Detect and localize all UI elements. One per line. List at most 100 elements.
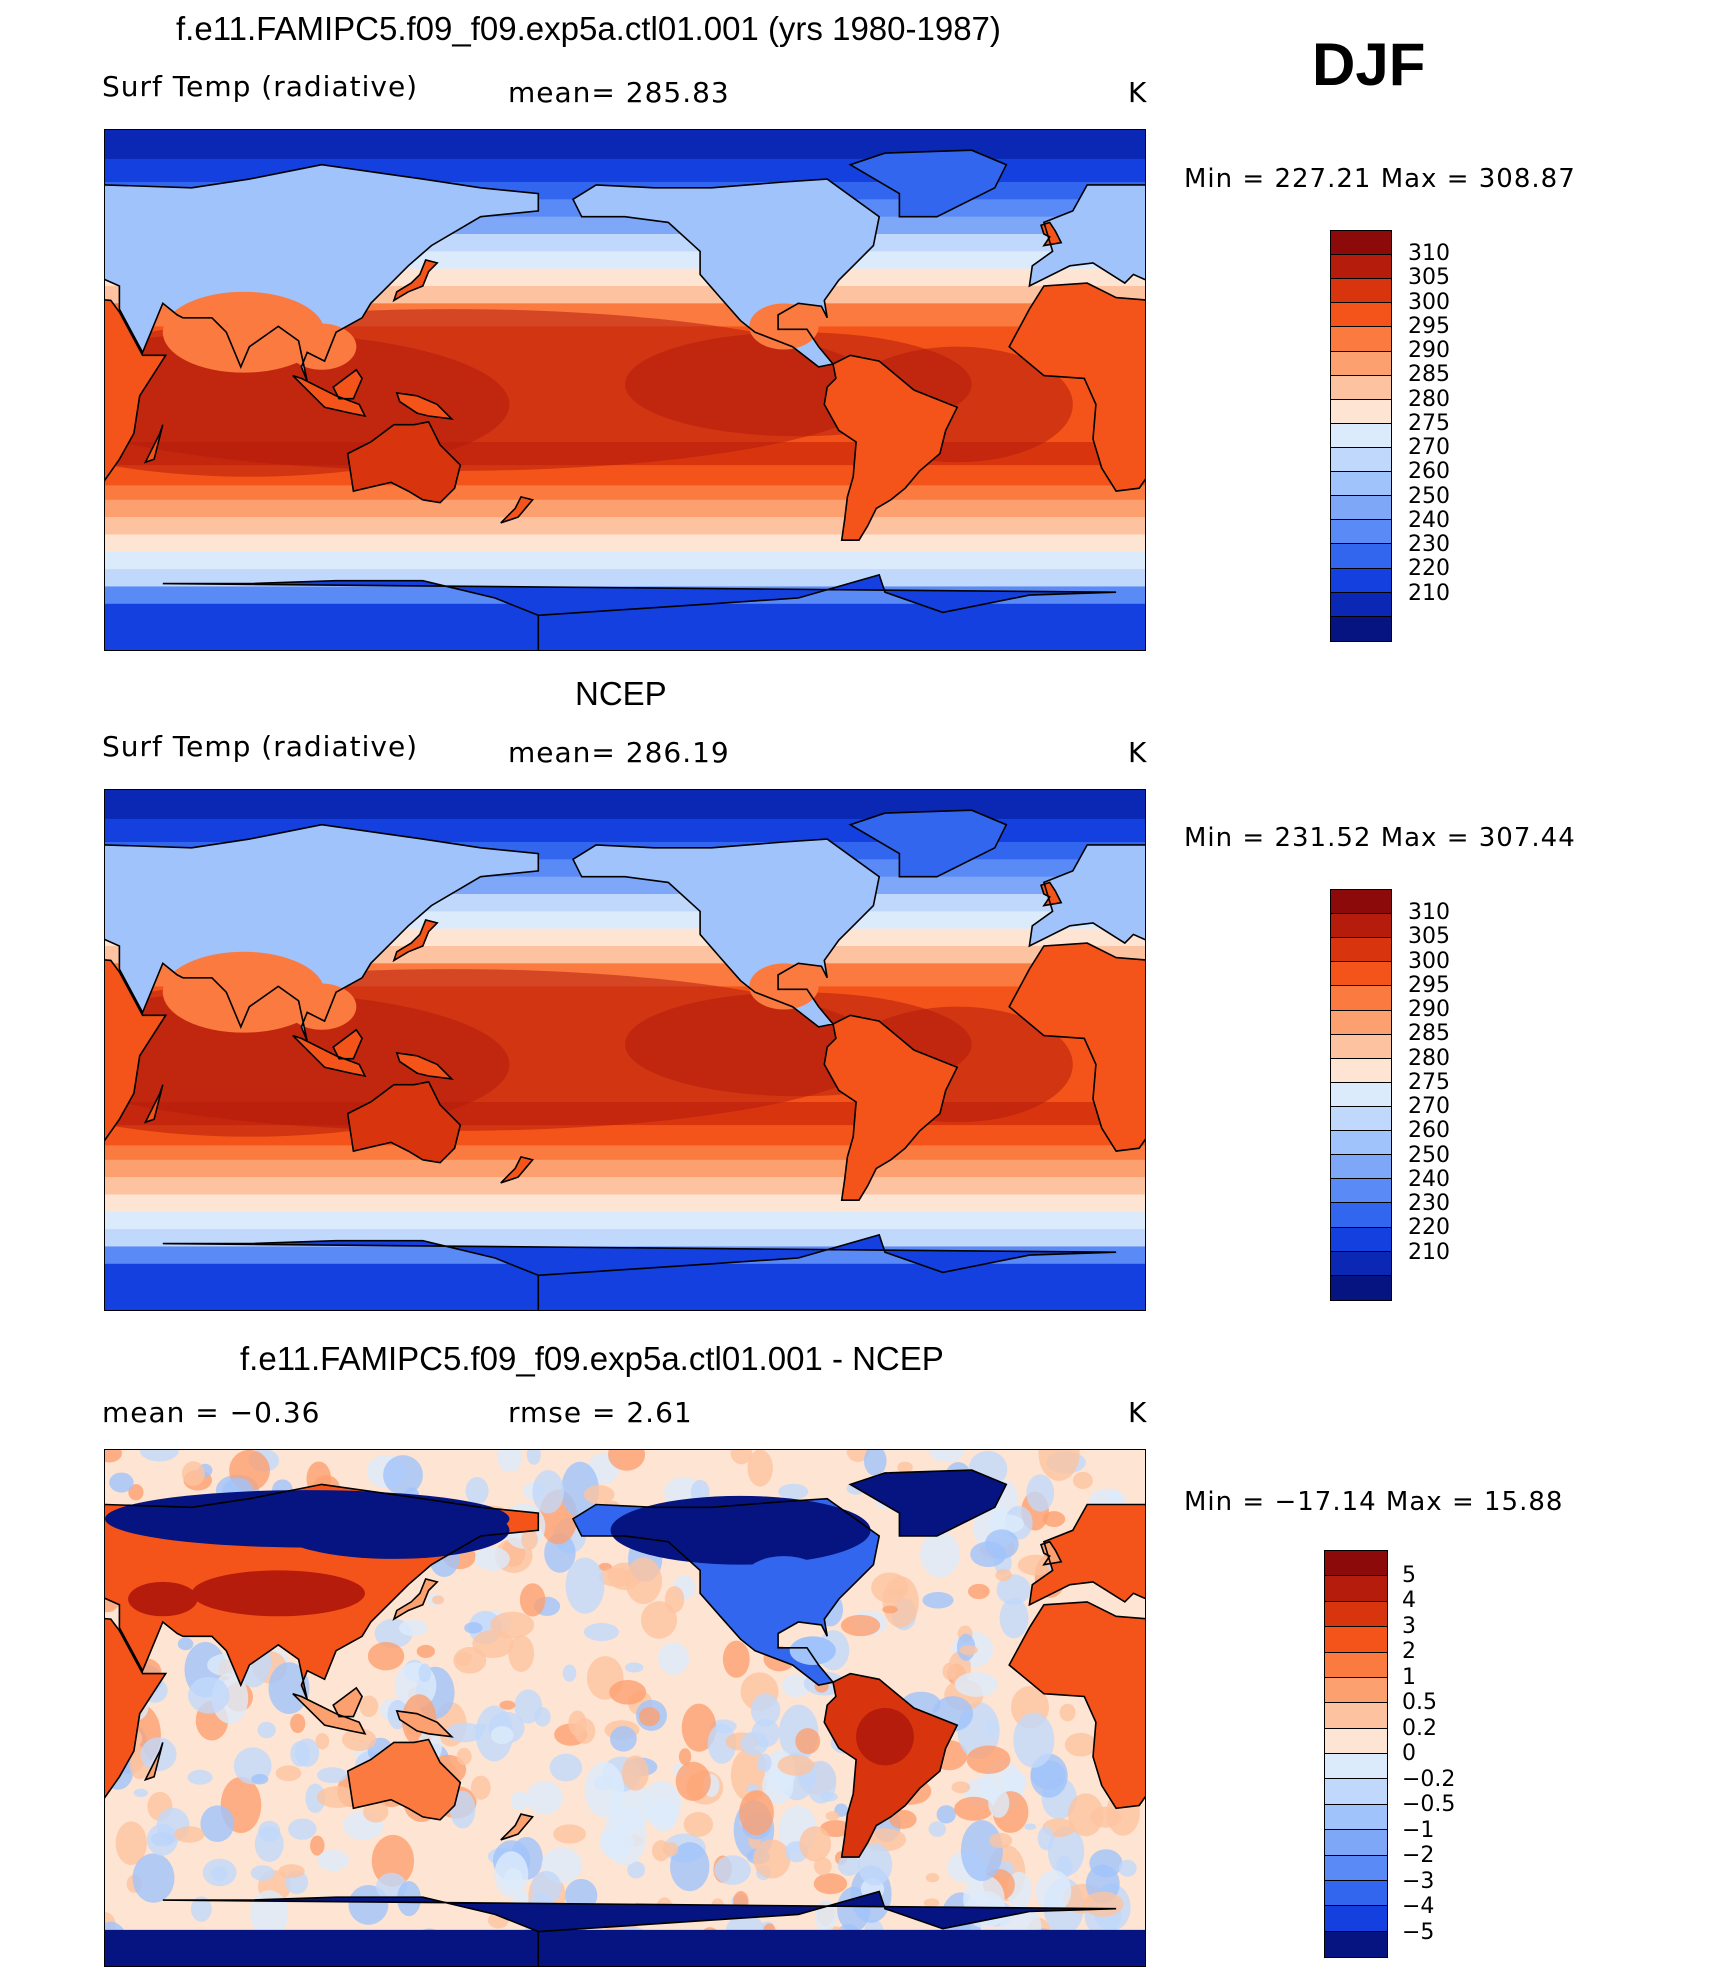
colorbar-swatch xyxy=(1331,986,1391,1011)
diff-anomaly xyxy=(683,1812,714,1837)
coastline-africa xyxy=(105,299,168,482)
diff-anomaly xyxy=(288,1818,317,1840)
colorbar-swatch xyxy=(1331,496,1391,521)
coastline-africa xyxy=(105,1617,168,1799)
diff-anomaly xyxy=(882,1576,919,1628)
diff-anomaly xyxy=(1118,1859,1137,1877)
coastline-borneo xyxy=(333,369,363,399)
diff-anomaly xyxy=(445,1722,484,1743)
diff-anomaly xyxy=(187,1769,213,1785)
colorbar-tick-label: 310 xyxy=(1408,241,1450,267)
diff-anomaly xyxy=(359,1695,379,1718)
diff-anomaly xyxy=(474,1547,510,1571)
diff-anomaly xyxy=(960,1820,1003,1882)
colorbar-swatch xyxy=(1331,1275,1391,1300)
colorbar-swatch xyxy=(1331,399,1391,424)
diff-anomaly xyxy=(662,1842,679,1857)
colorbar-swatch xyxy=(1331,592,1391,617)
panel2-variable-label: Surf Temp (radiative) xyxy=(102,730,419,763)
colorbar-swatch xyxy=(1331,279,1391,304)
colorbar-swatch xyxy=(1325,1576,1387,1602)
diff-anomaly xyxy=(464,1622,483,1634)
colorbar-tick-label: 310 xyxy=(1408,900,1450,926)
coastline-namerica xyxy=(571,178,881,368)
diff-anomaly xyxy=(799,1826,832,1862)
diff-anomaly xyxy=(819,1791,838,1802)
colorbar-swatch xyxy=(1331,1131,1391,1156)
colorbar-swatch xyxy=(1325,1601,1387,1628)
diff-anomaly xyxy=(1024,1823,1037,1831)
colorbar-swatch xyxy=(1331,327,1391,352)
coastline-namerica xyxy=(573,839,880,1027)
colorbar-tick-label: 240 xyxy=(1408,1166,1450,1192)
temperature-band xyxy=(105,1211,1145,1231)
diff-anomaly xyxy=(622,1755,649,1791)
diff-anomaly xyxy=(128,1484,144,1501)
coastline-madagascar xyxy=(143,1742,164,1782)
coastline-japan xyxy=(393,260,438,301)
colorbar-swatch xyxy=(1325,1931,1387,1957)
coastline-africa xyxy=(1009,1601,1145,1809)
diff-anomaly xyxy=(416,1644,435,1658)
diff-anomaly xyxy=(664,1586,685,1613)
temperature-band xyxy=(105,1194,1145,1213)
diff-anomaly xyxy=(490,1611,535,1639)
coastline-borneo xyxy=(333,1029,363,1059)
diff-cold-region xyxy=(610,1495,871,1565)
diff-anomaly xyxy=(864,1450,887,1476)
diff-anomaly xyxy=(959,1645,978,1656)
coastline-greenland xyxy=(850,150,1007,217)
coastline-greenland xyxy=(850,810,1007,877)
diff-anomaly xyxy=(290,1713,306,1734)
diff-anomaly xyxy=(584,1761,625,1818)
colorbar-tick-label: −4 xyxy=(1402,1894,1435,1919)
coastline-indonesia xyxy=(292,375,365,416)
diff-anomaly xyxy=(490,1726,514,1745)
diff-anomaly xyxy=(316,1767,348,1783)
coastline-samerica xyxy=(823,354,959,542)
diff-antarctic-band xyxy=(105,1929,1145,1966)
coastline-madagascar xyxy=(145,1742,163,1780)
diff-anomaly xyxy=(583,1623,619,1642)
colorbar-tick-label: 220 xyxy=(1408,556,1450,582)
colorbar-swatch xyxy=(1331,1251,1391,1276)
colorbar-tick-label: 0.5 xyxy=(1402,1690,1437,1715)
colorbar-tick-label: 270 xyxy=(1408,435,1450,461)
diff-anomaly xyxy=(753,1839,791,1879)
diff-anomaly xyxy=(678,1748,692,1766)
diff-anomaly xyxy=(984,1529,1019,1559)
land-warm-region xyxy=(749,303,819,350)
colorbar-swatch xyxy=(1331,303,1391,328)
panel1-units: K xyxy=(1128,76,1148,109)
temperature-band xyxy=(105,1145,1145,1161)
coastline-nz xyxy=(500,1155,535,1184)
diff-anomaly xyxy=(778,1483,809,1500)
diff-cold-region xyxy=(789,1636,836,1665)
colorbar-swatch xyxy=(1331,1034,1391,1059)
diff-anomaly xyxy=(200,1805,235,1842)
diff-anomaly xyxy=(747,1450,773,1487)
colorbar-tick-label: 5 xyxy=(1402,1562,1416,1588)
coastline-africa xyxy=(1008,282,1145,492)
colorbar-swatch xyxy=(1325,1551,1387,1577)
diff-anomaly xyxy=(1107,1488,1121,1504)
colorbar-swatch xyxy=(1331,351,1391,376)
diff-anomaly xyxy=(750,1693,781,1727)
diff-anomaly xyxy=(625,1662,644,1673)
colorbar-swatch xyxy=(1331,568,1391,593)
diff-anomaly xyxy=(813,1873,848,1895)
colorbar-swatch xyxy=(1331,1227,1391,1252)
coastline-indonesia xyxy=(292,374,367,418)
diff-anomaly xyxy=(740,1731,769,1756)
diff-anomaly xyxy=(837,1854,860,1876)
diff-anomaly xyxy=(383,1455,423,1496)
diff-warm-region xyxy=(128,1581,198,1617)
colorbar-tick-label: 275 xyxy=(1408,410,1450,436)
diff-anomaly xyxy=(1013,1712,1055,1768)
diff-anomaly xyxy=(1064,1732,1097,1757)
coastline-antarctica xyxy=(162,573,1117,650)
temperature-band xyxy=(105,790,1145,820)
coastline-africa xyxy=(105,1618,166,1798)
colorbar-swatch xyxy=(1331,1155,1391,1180)
coastline-greenland xyxy=(848,809,1008,878)
